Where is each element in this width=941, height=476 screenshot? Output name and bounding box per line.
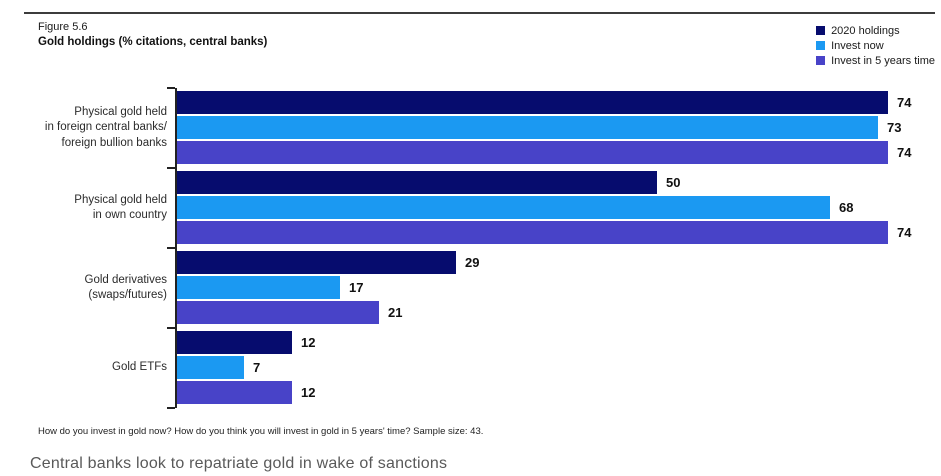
- bar-value-label: 74: [897, 225, 912, 240]
- figure-titles: Figure 5.6 Gold holdings (% citations, c…: [38, 21, 267, 48]
- bar-row: 29: [177, 251, 935, 274]
- bar-row: 50: [177, 171, 935, 194]
- plot-area: Physical gold held in foreign central ba…: [24, 87, 935, 409]
- bar-value-label: 12: [301, 335, 316, 350]
- bar: [177, 221, 888, 244]
- bar: [177, 276, 340, 299]
- category-label: Physical gold held in foreign central ba…: [44, 106, 167, 149]
- legend-label: Invest now: [831, 39, 884, 52]
- bar-stack: 74 73 74: [167, 87, 935, 168]
- legend-item: Invest now: [816, 38, 935, 53]
- figure-header: Figure 5.6 Gold holdings (% citations, c…: [38, 21, 935, 68]
- bar: [177, 141, 888, 164]
- legend-label: 2020 holdings: [831, 24, 900, 37]
- bar-row: 74: [177, 141, 935, 164]
- bar-row: 74: [177, 221, 935, 244]
- bar-chart: Physical gold held in foreign central ba…: [24, 87, 935, 409]
- bar-group: Physical gold held in foreign central ba…: [24, 87, 935, 168]
- bar-value-label: 12: [301, 385, 316, 400]
- bar: [177, 381, 292, 404]
- legend-swatch: [816, 26, 826, 35]
- bar: [177, 171, 657, 194]
- bar-row: 17: [177, 276, 935, 299]
- bar-row: 73: [177, 116, 935, 139]
- bar: [177, 196, 830, 219]
- legend-swatch: [816, 41, 826, 50]
- figure-title: Gold holdings (% citations, central bank…: [38, 36, 268, 48]
- bar-value-label: 74: [897, 95, 912, 110]
- bar-stack: 50 68 74: [167, 167, 935, 248]
- bar-value-label: 50: [666, 175, 681, 190]
- bar-row: 74: [177, 91, 935, 114]
- bar: [177, 116, 878, 139]
- legend-label: Invest in 5 years time: [831, 54, 935, 67]
- bar-row: 12: [177, 331, 935, 354]
- bar-stack: 12 7 12: [167, 327, 935, 409]
- bar: [177, 251, 456, 274]
- bar-row: 68: [177, 196, 935, 219]
- category-label: Gold derivatives (swaps/futures): [84, 273, 167, 301]
- category-label: Physical gold held in own country: [74, 193, 167, 221]
- bar-value-label: 17: [349, 280, 364, 295]
- bar: [177, 301, 379, 324]
- legend-item: Invest in 5 years time: [816, 53, 935, 68]
- bar-value-label: 68: [839, 200, 854, 215]
- bar-row: 7: [177, 356, 935, 379]
- legend: 2020 holdings Invest now Invest in 5 years…: [816, 23, 935, 68]
- category-label: Gold ETFs: [112, 361, 167, 374]
- bar-group: Gold derivatives (swaps/futures) 29 17 21: [24, 247, 935, 328]
- bar: [177, 91, 888, 114]
- bar-value-label: 7: [253, 360, 261, 375]
- legend-swatch: [816, 56, 826, 65]
- top-divider: [24, 12, 935, 14]
- bar-value-label: 21: [388, 305, 403, 320]
- bar-value-label: 29: [465, 255, 480, 270]
- bar-stack: 29 17 21: [167, 247, 935, 328]
- bar-group: Gold ETFs 12 7 12: [24, 327, 935, 409]
- legend-item: 2020 holdings: [816, 23, 935, 38]
- bar: [177, 356, 244, 379]
- figure-caption: Central banks look to repatriate gold in…: [30, 455, 448, 472]
- bar-value-label: 74: [897, 145, 912, 160]
- bar-value-label: 73: [887, 120, 902, 135]
- chart-footnote: How do you invest in gold now? How do yo…: [38, 426, 484, 437]
- bar-group: Physical gold held in own country 50 68 74: [24, 167, 935, 248]
- bar-row: 12: [177, 381, 935, 404]
- figure-number: Figure 5.6: [38, 21, 88, 33]
- bar-row: 21: [177, 301, 935, 324]
- bar: [177, 331, 292, 354]
